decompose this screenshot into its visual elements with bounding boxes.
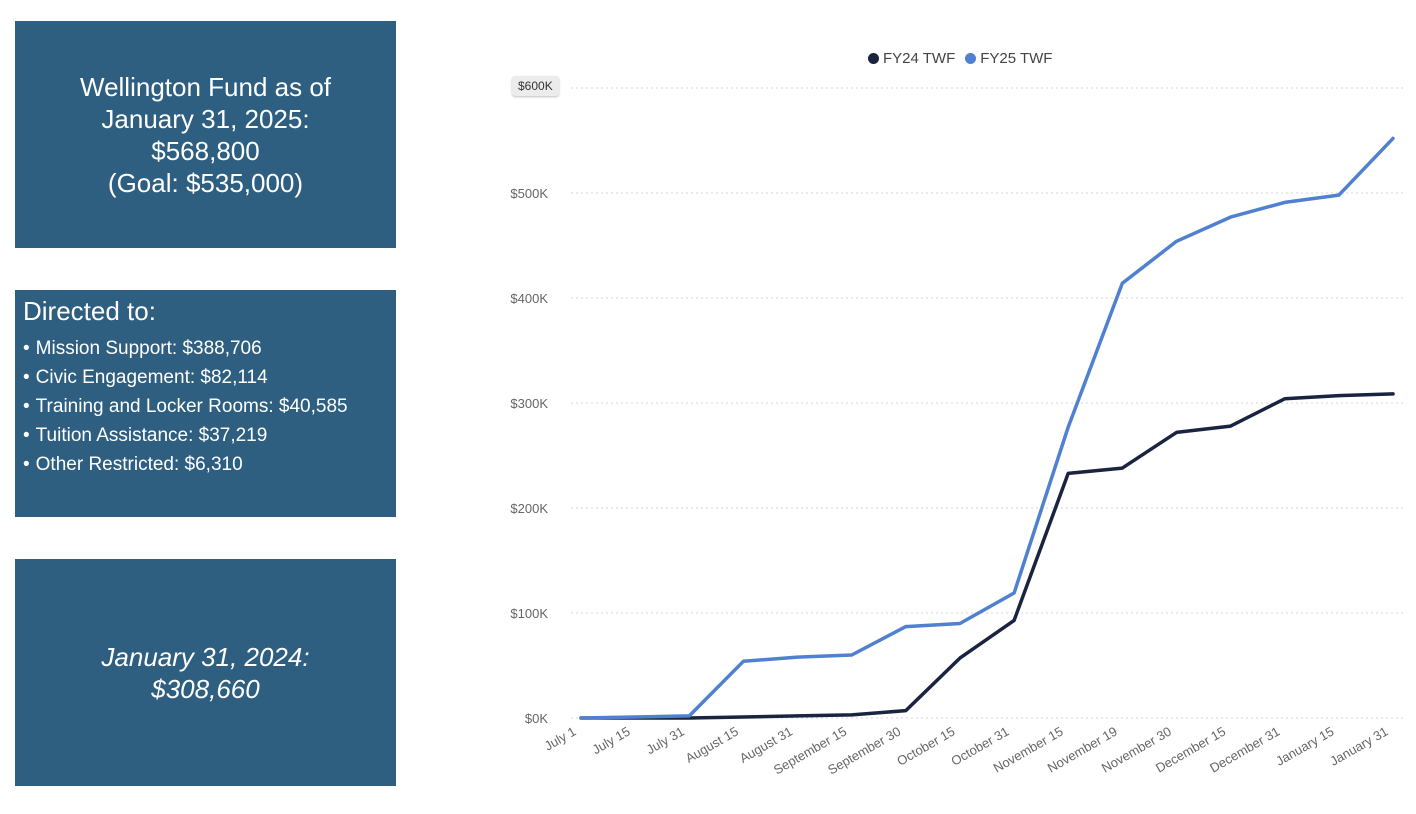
total-fund-amount: $568,800 [151,135,260,166]
y-tick-label: $100K [510,606,548,621]
directed-item: Tuition Assistance: $37,219 [23,421,388,450]
legend-item-fy25[interactable]: FY25 TWF [965,50,1052,67]
directed-item: Civic Engagement: $82,114 [23,363,388,392]
legend-label-fy24: FY24 TWF [883,50,956,67]
x-tick-label: July 15 [589,724,632,758]
line-chart: $0K $100K $200K $300K $400K $500K July 1 July 1… [460,0,1416,814]
directed-item: Other Restricted: $6,310 [23,450,388,479]
y-axis-tooltip: $600K [512,76,559,96]
chart-legend: FY24 TWF FY25 TWF [868,50,1052,67]
x-tick-label: January 15 [1273,724,1336,769]
legend-dot-fy24 [868,53,879,64]
x-tick-label: January 31 [1327,724,1390,769]
x-tick-label: October 15 [894,724,957,769]
y-tick-label: $200K [510,501,548,516]
series-line-fy25 [579,136,1395,720]
x-tick-label: July 31 [644,724,687,758]
legend-item-fy24[interactable]: FY24 TWF [868,50,955,67]
x-tick-label: July 1 [542,724,579,754]
prior-year-panel: January 31, 2024: $308,660 [15,559,396,786]
directed-item: Training and Locker Rooms: $40,585 [23,392,388,421]
y-tick-label: $500K [510,186,548,201]
directed-to-list: Mission Support: $388,706 Civic Engageme… [23,334,388,479]
legend-label-fy25: FY25 TWF [980,50,1053,67]
directed-to-panel: Directed to: Mission Support: $388,706 C… [15,290,396,517]
prior-year-amount: $308,660 [151,673,260,704]
directed-to-title: Directed to: [23,296,156,326]
y-tick-label: $400K [510,291,548,306]
x-tick-label: August 15 [683,724,741,766]
prior-year-date: January 31, 2024: [101,641,310,672]
total-fund-line-2: January 31, 2025: [101,103,310,134]
directed-item: Mission Support: $388,706 [23,334,388,363]
total-fund-panel: Wellington Fund as of January 31, 2025: … [15,21,396,248]
total-fund-line-1: Wellington Fund as of [80,71,331,102]
legend-dot-fy25 [965,53,977,64]
chart-canvas: $0K $100K $200K $300K $400K $500K July 1 July 1… [510,87,1403,777]
total-fund-goal: (Goal: $535,000) [107,167,304,198]
y-tick-label: $0K [525,711,548,726]
y-tick-label: $300K [510,396,548,411]
series-line-fy24 [579,392,1395,720]
